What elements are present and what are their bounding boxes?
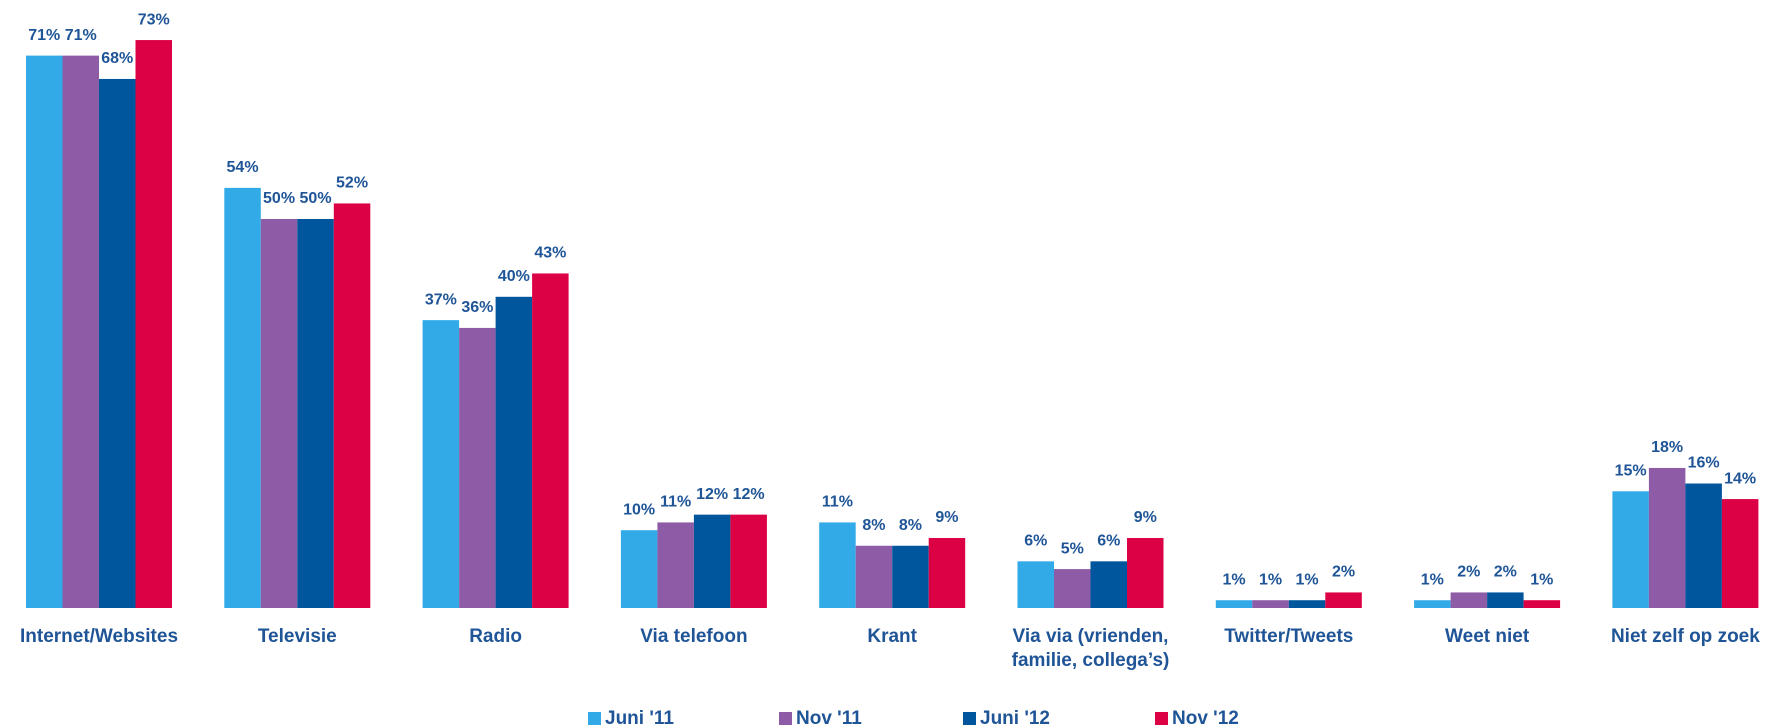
data-label: 52% bbox=[336, 175, 368, 192]
data-label: 6% bbox=[1024, 533, 1047, 550]
x-tick-label: Niet zelf op zoek bbox=[1610, 626, 1760, 647]
bar bbox=[855, 545, 893, 608]
bar bbox=[135, 40, 172, 609]
data-label: 40% bbox=[498, 268, 530, 285]
bar bbox=[1054, 569, 1091, 608]
data-label: 9% bbox=[1134, 509, 1157, 526]
bar bbox=[1325, 592, 1362, 608]
x-tick-label: Krant bbox=[867, 626, 917, 647]
data-label: 12% bbox=[696, 486, 728, 503]
bar bbox=[1288, 600, 1326, 608]
data-label: 18% bbox=[1651, 439, 1683, 456]
bar bbox=[1127, 537, 1164, 608]
bar bbox=[62, 55, 99, 609]
data-label: 10% bbox=[623, 501, 655, 518]
x-tick-label: Weet niet bbox=[1445, 626, 1530, 647]
data-label: 14% bbox=[1724, 470, 1756, 487]
data-label: 73% bbox=[138, 11, 170, 28]
bar bbox=[1252, 600, 1289, 608]
bar bbox=[1685, 483, 1722, 608]
bar bbox=[620, 530, 658, 608]
x-tick-label: Twitter/Tweets bbox=[1224, 626, 1354, 647]
data-label: 1% bbox=[1222, 571, 1245, 588]
data-label: 11% bbox=[822, 494, 853, 511]
x-tick-label: Via telefoon bbox=[640, 626, 748, 647]
bar bbox=[422, 320, 460, 608]
bar bbox=[1487, 592, 1524, 608]
legend-swatch bbox=[779, 712, 792, 725]
data-label: 1% bbox=[1421, 571, 1444, 588]
bar bbox=[224, 187, 261, 608]
bar bbox=[297, 219, 334, 608]
legend-label: Juni '11 bbox=[605, 708, 674, 728]
data-label: 5% bbox=[1061, 540, 1084, 557]
bar bbox=[892, 545, 929, 608]
data-label: 2% bbox=[1332, 564, 1355, 581]
data-label: 11% bbox=[660, 494, 691, 511]
x-tick-label: Televisie bbox=[257, 626, 337, 647]
legend-label: Juni '12 bbox=[980, 708, 1050, 728]
data-label: 8% bbox=[862, 517, 885, 534]
bar bbox=[1721, 499, 1759, 608]
bar bbox=[333, 203, 371, 608]
x-tick-label: Internet/Websites bbox=[19, 626, 179, 647]
bar bbox=[459, 327, 496, 608]
data-label: 1% bbox=[1530, 571, 1553, 588]
bar bbox=[1648, 467, 1686, 608]
bar bbox=[1450, 592, 1488, 608]
bar bbox=[1017, 561, 1054, 608]
data-label: 8% bbox=[899, 517, 922, 534]
data-label: 36% bbox=[461, 299, 493, 316]
data-label: 12% bbox=[733, 486, 765, 503]
data-label: 71% bbox=[28, 27, 60, 44]
bar bbox=[532, 273, 569, 608]
data-label: 37% bbox=[425, 291, 457, 308]
legend-swatch bbox=[963, 712, 976, 725]
bar bbox=[260, 219, 298, 608]
data-label: 2% bbox=[1457, 564, 1480, 581]
x-tick-label: Radio bbox=[469, 626, 522, 647]
legend-label: Nov '11 bbox=[796, 708, 862, 728]
x-tick-label: Via via (vrienden, familie, collega’s) bbox=[1011, 626, 1170, 671]
data-label: 15% bbox=[1615, 463, 1647, 480]
bar bbox=[99, 78, 136, 608]
bar bbox=[819, 522, 856, 608]
data-label: 1% bbox=[1259, 571, 1282, 588]
bar bbox=[657, 522, 694, 608]
data-label: 54% bbox=[227, 159, 259, 176]
data-label: 50% bbox=[300, 190, 332, 207]
bar bbox=[1215, 600, 1253, 608]
legend-swatch bbox=[588, 712, 601, 725]
data-label: 43% bbox=[534, 245, 566, 262]
data-label: 71% bbox=[65, 27, 97, 44]
bar bbox=[26, 55, 63, 609]
bar bbox=[1090, 561, 1127, 608]
data-label: 16% bbox=[1688, 455, 1720, 472]
bar bbox=[730, 514, 767, 608]
data-label: 9% bbox=[935, 509, 958, 526]
bar bbox=[928, 537, 966, 608]
bar bbox=[495, 296, 533, 608]
data-label: 6% bbox=[1097, 533, 1120, 550]
data-label: 2% bbox=[1494, 564, 1517, 581]
legend-label: Nov '12 bbox=[1172, 708, 1239, 728]
legend-swatch bbox=[1155, 712, 1168, 725]
data-label: 1% bbox=[1295, 571, 1318, 588]
bar bbox=[1523, 600, 1561, 608]
bar bbox=[1612, 491, 1649, 608]
bar bbox=[693, 514, 731, 608]
data-label: 50% bbox=[263, 190, 295, 207]
data-label: 68% bbox=[101, 50, 133, 67]
bar bbox=[1414, 600, 1451, 608]
